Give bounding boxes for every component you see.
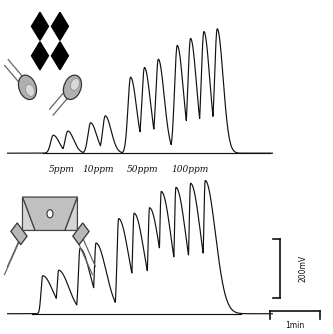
Polygon shape (65, 197, 77, 230)
Ellipse shape (63, 75, 82, 100)
Text: 5ppm: 5ppm (48, 165, 74, 174)
Polygon shape (31, 12, 49, 40)
Polygon shape (22, 197, 77, 230)
Polygon shape (51, 42, 69, 70)
Ellipse shape (25, 84, 35, 97)
Polygon shape (11, 223, 27, 245)
Text: 100ppm: 100ppm (172, 165, 209, 174)
Circle shape (47, 210, 53, 218)
Polygon shape (22, 197, 35, 230)
Ellipse shape (18, 75, 37, 100)
Text: 50ppm: 50ppm (127, 165, 158, 174)
Ellipse shape (70, 78, 80, 91)
Polygon shape (73, 223, 89, 245)
Polygon shape (51, 12, 69, 40)
Text: 10ppm: 10ppm (83, 165, 114, 174)
Text: 1min: 1min (285, 321, 304, 330)
Polygon shape (31, 42, 49, 70)
Text: 200mV: 200mV (298, 255, 308, 282)
